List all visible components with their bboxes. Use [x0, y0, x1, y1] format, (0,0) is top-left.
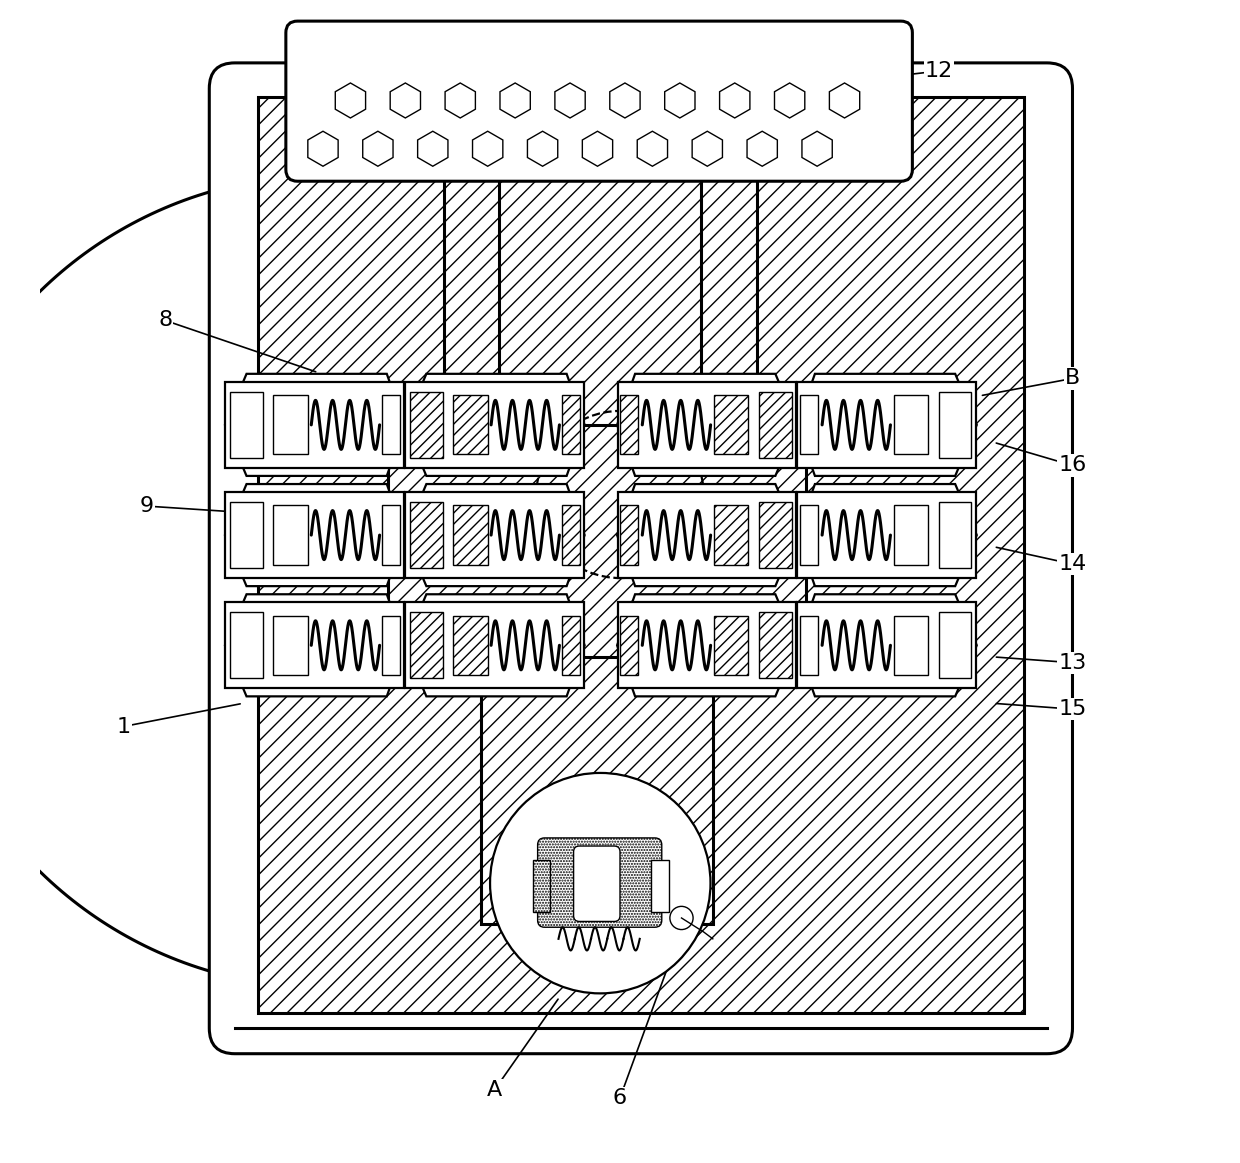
Bar [444, 164, 500, 430]
Bar [618, 602, 796, 688]
Bar [226, 602, 404, 688]
Text: 16: 16 [1059, 456, 1086, 476]
Bar [714, 615, 749, 675]
Bar [618, 492, 796, 578]
Text: 9: 9 [140, 497, 154, 516]
Bar [405, 381, 584, 468]
Bar [620, 615, 637, 675]
Bar [231, 392, 263, 458]
Circle shape [490, 773, 711, 993]
Bar [618, 381, 796, 468]
Bar [620, 506, 637, 565]
Text: 14: 14 [1059, 554, 1086, 575]
Bar [274, 395, 308, 455]
Polygon shape [224, 484, 404, 586]
Bar [388, 424, 806, 663]
Bar [382, 615, 401, 675]
Bar [797, 602, 976, 688]
Polygon shape [224, 594, 404, 697]
Bar [797, 492, 976, 578]
Bar [533, 859, 551, 912]
Bar [701, 164, 756, 430]
Bar [454, 615, 487, 675]
FancyBboxPatch shape [574, 846, 620, 921]
Bar [562, 395, 580, 455]
Polygon shape [618, 484, 797, 586]
FancyBboxPatch shape [433, 421, 510, 462]
Polygon shape [797, 594, 977, 697]
Bar [939, 502, 971, 569]
Bar [759, 612, 791, 678]
Polygon shape [618, 373, 797, 476]
Bar [800, 395, 817, 455]
FancyBboxPatch shape [210, 63, 1073, 1054]
FancyBboxPatch shape [691, 421, 768, 462]
Bar [405, 492, 584, 578]
Bar [410, 392, 443, 458]
Bar [258, 97, 1024, 1013]
Bar [939, 392, 971, 458]
Polygon shape [404, 594, 584, 697]
Text: B: B [1065, 369, 1080, 388]
Polygon shape [618, 594, 797, 697]
Bar [759, 502, 791, 569]
Bar [454, 395, 487, 455]
Text: 12: 12 [925, 60, 954, 81]
Bar [800, 615, 817, 675]
Text: 8: 8 [159, 311, 172, 330]
Bar [226, 381, 404, 468]
Text: 6: 6 [613, 1087, 627, 1108]
FancyBboxPatch shape [286, 21, 913, 181]
Bar [894, 506, 929, 565]
FancyBboxPatch shape [538, 837, 662, 927]
Bar [620, 395, 637, 455]
Bar [410, 612, 443, 678]
Text: A: A [487, 1079, 502, 1100]
Bar [274, 615, 308, 675]
Bar [894, 615, 929, 675]
Bar [939, 612, 971, 678]
Bar [714, 395, 749, 455]
Bar [562, 506, 580, 565]
Bar [410, 502, 443, 569]
Polygon shape [404, 484, 584, 586]
Bar [714, 506, 749, 565]
Bar [800, 506, 817, 565]
Circle shape [670, 906, 693, 929]
Bar [562, 615, 580, 675]
Text: 1: 1 [117, 716, 130, 736]
Polygon shape [797, 373, 977, 476]
Polygon shape [224, 373, 404, 476]
Text: 13: 13 [1059, 652, 1086, 672]
Bar [231, 612, 263, 678]
Bar [759, 392, 791, 458]
Bar [894, 395, 929, 455]
Polygon shape [797, 484, 977, 586]
Bar [481, 657, 713, 923]
Bar [405, 602, 584, 688]
Bar [231, 502, 263, 569]
Bar [797, 381, 976, 468]
Bar [274, 506, 308, 565]
Bar [651, 859, 668, 912]
Bar [382, 506, 401, 565]
Polygon shape [404, 373, 584, 476]
Bar [226, 492, 404, 578]
Bar [454, 506, 487, 565]
Text: 15: 15 [1058, 699, 1086, 719]
Bar [382, 395, 401, 455]
